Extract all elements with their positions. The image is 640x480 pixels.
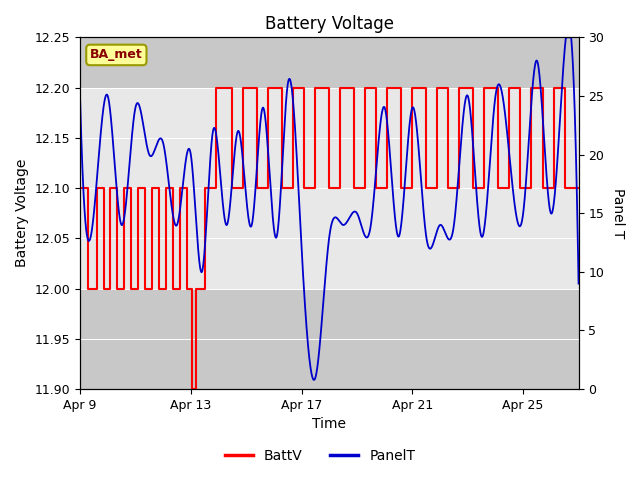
Y-axis label: Battery Voltage: Battery Voltage bbox=[15, 159, 29, 267]
Title: Battery Voltage: Battery Voltage bbox=[265, 15, 394, 33]
Y-axis label: Panel T: Panel T bbox=[611, 188, 625, 239]
Text: BA_met: BA_met bbox=[90, 48, 143, 61]
Legend: BattV, PanelT: BattV, PanelT bbox=[220, 443, 420, 468]
Bar bbox=[80, 87, 579, 288]
X-axis label: Time: Time bbox=[312, 418, 346, 432]
